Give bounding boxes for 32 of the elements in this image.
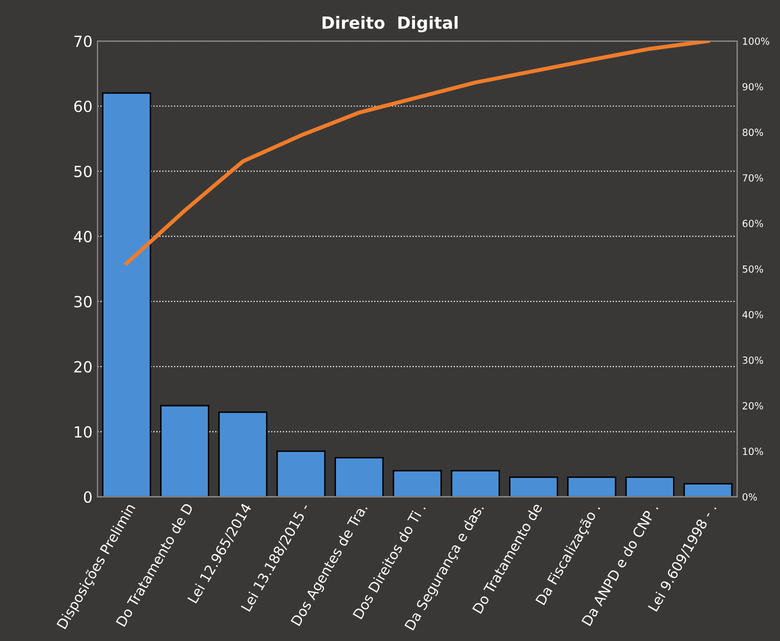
y2-tick-label: 80% [742, 128, 764, 136]
y2-tick-label: 0% [742, 493, 757, 501]
bar [160, 404, 210, 497]
bar [102, 92, 152, 497]
y2-tick-label: 30% [742, 356, 764, 364]
bar [392, 470, 442, 497]
bar [218, 411, 268, 497]
line-series [124, 41, 710, 266]
y-tick-label: 50 [74, 166, 92, 178]
chart-title: Direito Digital [322, 16, 458, 32]
y2-tick-label: 100% [743, 38, 770, 45]
y2-tick-label: 70% [742, 174, 764, 182]
y-tick-label: 30 [74, 296, 92, 308]
bar [683, 483, 733, 497]
y2-tick-label: 20% [742, 402, 764, 410]
y2-tick-label: 10% [743, 448, 764, 456]
bar [450, 470, 500, 497]
bar [276, 450, 326, 497]
bar [509, 476, 558, 497]
y2-tick-label: 40% [742, 310, 764, 318]
bar [625, 476, 674, 497]
y-tick-label: 70 [74, 35, 92, 48]
y-tick-label: 20 [74, 361, 92, 373]
bar [567, 476, 616, 497]
y2-tick-label: 50% [742, 265, 764, 273]
y-tick-label: 0 [84, 491, 92, 503]
y-tick-label: 60 [74, 100, 92, 112]
y2-tick-label: 90% [742, 83, 764, 90]
y-tick-label: 10 [74, 426, 92, 438]
y2-tick-label: 60% [742, 220, 764, 228]
bar [334, 457, 384, 497]
y-tick-label: 40 [74, 230, 92, 242]
